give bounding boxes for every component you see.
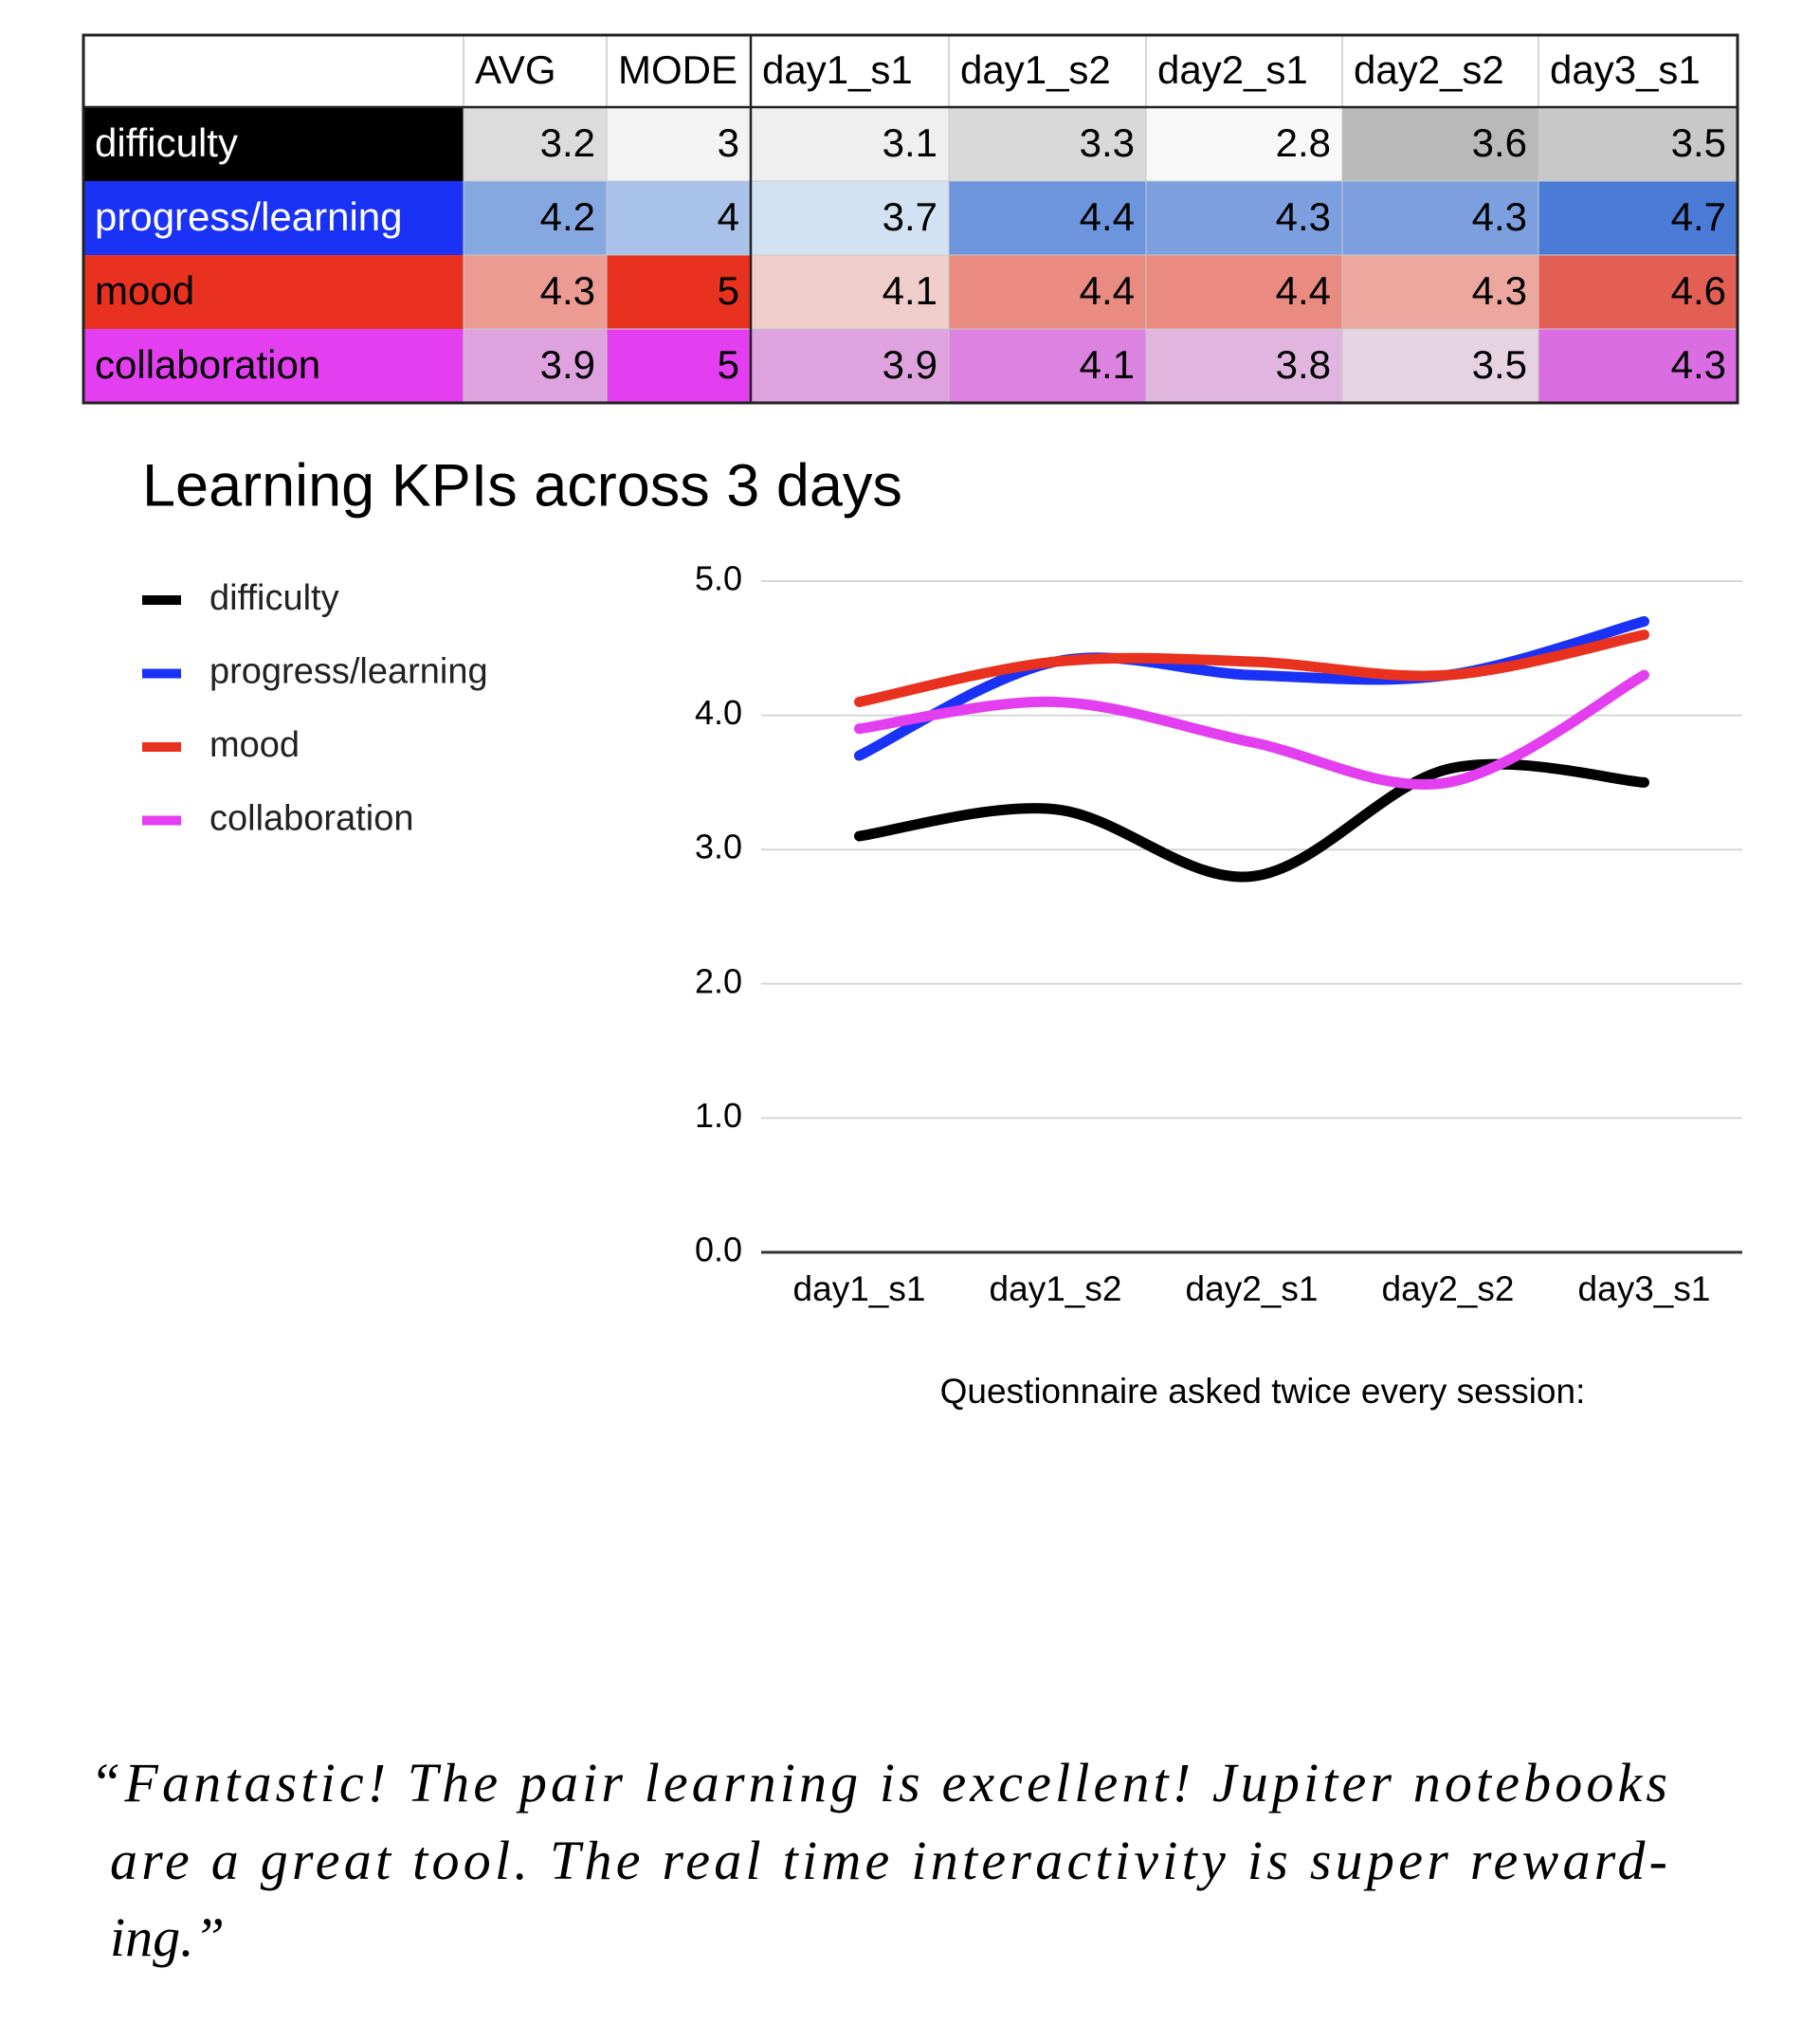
cell-value: 3.1 [883, 120, 937, 165]
cell-value: 4 [718, 194, 739, 239]
table-cell [1145, 180, 1343, 256]
table-cell [1145, 254, 1343, 330]
y-tick-label: 2.0 [695, 961, 742, 1000]
y-tick-label: 3.0 [695, 828, 742, 866]
column-header: AVG [475, 47, 556, 92]
table-cell [750, 106, 950, 182]
cell-value: 5 [718, 268, 739, 313]
legend-label: difficulty [209, 578, 339, 618]
legend-label: collaboration [209, 799, 413, 839]
cell-value: 4.3 [1472, 194, 1527, 239]
cell-value: 4.4 [1080, 194, 1135, 239]
series-line [854, 615, 1649, 761]
legend-label: mood [209, 725, 300, 765]
x-tick-label: day3_s1 [1578, 1269, 1711, 1308]
cell-value: 5 [718, 342, 739, 387]
cell-value: 3.6 [1472, 120, 1527, 165]
legend-swatch [142, 668, 181, 679]
quote-line: are a great tool. The real time interact… [110, 1830, 1667, 1891]
column-header: MODE [618, 47, 737, 92]
table-cell [1538, 180, 1738, 256]
y-tick-label: 4.0 [695, 693, 742, 732]
cell-value: 4.1 [883, 268, 937, 313]
table-cell [1538, 254, 1738, 330]
column-header: day2_s1 [1157, 47, 1308, 92]
table-cell [750, 180, 950, 256]
cell-value: 4.3 [1472, 268, 1527, 313]
legend-label: progress/learning [209, 652, 488, 692]
cell-value: 3.5 [1671, 120, 1726, 165]
cell-value: 4.7 [1671, 194, 1726, 239]
x-axis-label: Questionnaire asked twice every session: [940, 1372, 1586, 1411]
table-cell [606, 254, 752, 330]
row-label: progress/learning [95, 194, 403, 239]
row-label-cell [83, 329, 464, 403]
x-tick-label: day1_s2 [990, 1269, 1122, 1308]
table-cell [1341, 328, 1539, 404]
cell-value: 3.2 [540, 120, 595, 165]
cell-value: 3.9 [540, 342, 595, 387]
series-line [854, 629, 1649, 707]
cell-value: 4.6 [1671, 268, 1726, 313]
cell-value: 3.3 [1080, 120, 1135, 165]
table-cell [750, 328, 950, 404]
column-header: day1_s2 [960, 47, 1111, 92]
x-tick-label: day2_s2 [1382, 1269, 1515, 1308]
column-header: day2_s2 [1354, 47, 1504, 92]
table-cell [463, 328, 608, 404]
table-cell [1538, 106, 1738, 182]
quote-line: ing.” [110, 1906, 225, 1968]
cell-value: 3 [718, 120, 739, 165]
legend-swatch [142, 742, 181, 752]
row-label: difficulty [95, 120, 238, 165]
row-label: collaboration [95, 342, 320, 387]
quote-line: “Fantastic! The pair learning is excelle… [90, 1752, 1667, 1813]
cell-value: 3.9 [883, 342, 937, 387]
cell-value: 4.3 [540, 268, 595, 313]
y-tick-label: 1.0 [695, 1096, 742, 1135]
table-cell [606, 328, 752, 404]
cell-value: 4.3 [1276, 194, 1331, 239]
y-tick-label: 0.0 [695, 1230, 742, 1269]
table-cell [948, 106, 1147, 182]
table-cell [1145, 328, 1343, 404]
row-label: mood [95, 268, 194, 313]
row-label-cell [83, 107, 464, 181]
cell-value: 4.2 [540, 194, 595, 239]
table-cell [463, 180, 608, 256]
cell-value: 3.8 [1276, 342, 1331, 387]
cell-value: 4.1 [1080, 342, 1135, 387]
cell-value: 4.4 [1080, 268, 1135, 313]
chart-title: Learning KPIs across 3 days [142, 453, 902, 519]
series-line [854, 758, 1649, 883]
table-cell [750, 254, 950, 330]
table-cell [948, 254, 1147, 330]
column-header: day3_s1 [1550, 47, 1701, 92]
table-cell [463, 254, 608, 330]
table-cell [948, 180, 1147, 256]
legend-swatch [142, 815, 181, 826]
series-line [854, 669, 1649, 791]
table-border [82, 33, 1739, 405]
row-label-cell [83, 181, 464, 255]
cell-value: 3.7 [883, 194, 937, 239]
x-tick-label: day2_s1 [1186, 1269, 1319, 1308]
cell-value: 4.3 [1671, 342, 1726, 387]
row-label-cell [83, 255, 464, 329]
column-header: day1_s1 [762, 47, 913, 92]
table-cell [463, 106, 608, 182]
y-tick-label: 5.0 [695, 559, 742, 598]
table-cell [1341, 180, 1539, 256]
cell-value: 3.5 [1472, 342, 1527, 387]
cell-value: 4.4 [1276, 268, 1331, 313]
cell-value: 2.8 [1276, 120, 1331, 165]
x-tick-label: day1_s1 [793, 1269, 926, 1308]
legend-swatch [142, 595, 181, 605]
